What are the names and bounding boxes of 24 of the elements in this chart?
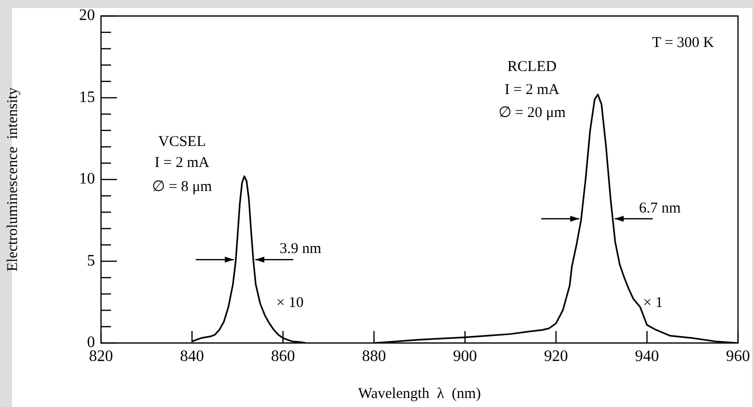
x-tick-label: 920 bbox=[544, 348, 568, 365]
annotation: × 10 bbox=[276, 294, 304, 311]
annotation: 6.7 nm bbox=[639, 200, 682, 216]
annotation: ∅ = 20 μm bbox=[498, 104, 566, 121]
x-tick-label: 880 bbox=[362, 348, 386, 365]
annotation: I = 2 mA bbox=[504, 82, 560, 98]
annotation: × 1 bbox=[643, 294, 663, 311]
annotation: ∅ = 8 μm bbox=[152, 178, 212, 195]
x-tick-label: 900 bbox=[453, 348, 477, 365]
annotation: I = 2 mA bbox=[154, 154, 210, 171]
x-tick-label: 960 bbox=[726, 348, 750, 365]
x-tick-label: 940 bbox=[635, 348, 659, 365]
x-axis-title: Wavelength λ (nm) bbox=[358, 386, 481, 402]
y-tick-label: 5 bbox=[87, 252, 95, 270]
y-tick-label: 10 bbox=[79, 170, 95, 188]
annotation: RCLED bbox=[507, 58, 557, 75]
annotation: 3.9 nm bbox=[280, 241, 322, 258]
y-tick-label: 20 bbox=[79, 7, 95, 24]
x-tick-label: 840 bbox=[180, 348, 204, 365]
y-tick-label: 15 bbox=[79, 88, 95, 106]
annotation: VCSEL bbox=[158, 134, 206, 150]
annotation: T = 300 K bbox=[652, 34, 714, 51]
x-tick-label: 860 bbox=[271, 348, 295, 365]
y-axis-title: Electroluminescence intensity bbox=[4, 86, 21, 272]
